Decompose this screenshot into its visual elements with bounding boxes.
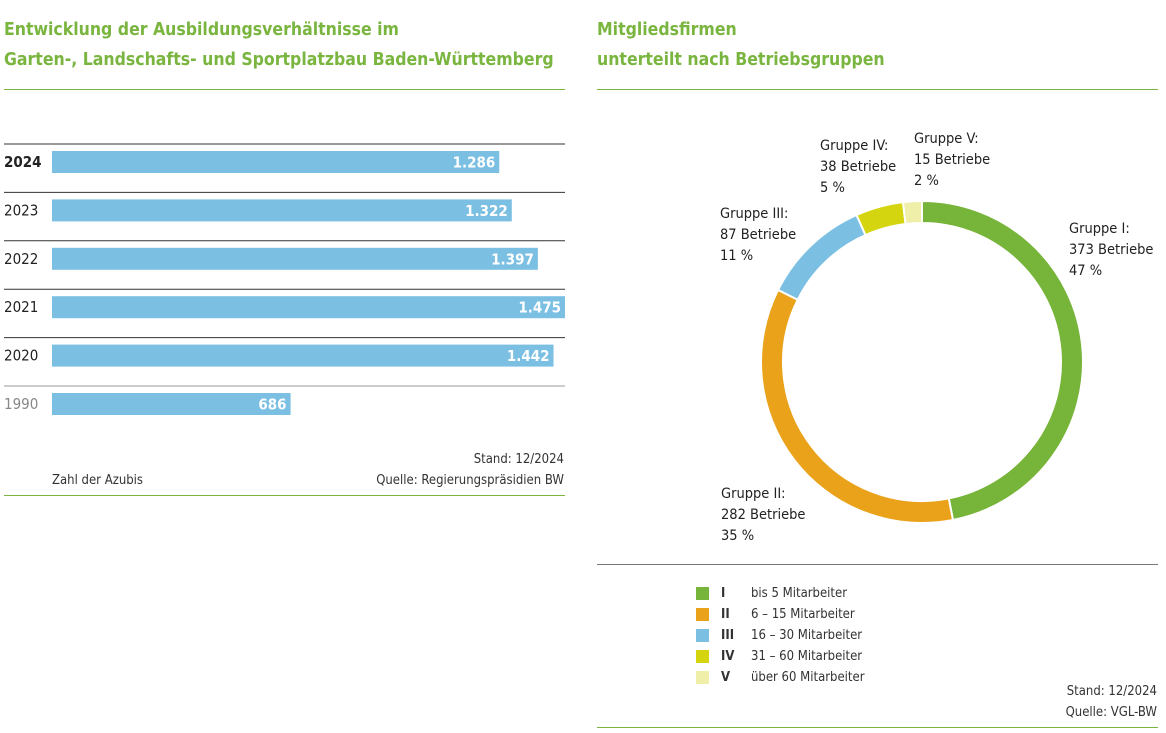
- category-label-2024: 2024: [4, 153, 42, 171]
- left-stand: Stand: 12/2024: [473, 452, 564, 467]
- legend-item-III: III 16 – 30 Mitarbeiter: [696, 625, 865, 646]
- bar-2020: [52, 344, 554, 367]
- slice-I: [921, 199, 1084, 522]
- legend-label: über 60 Mitarbeiter: [751, 670, 865, 685]
- bar-2023: [52, 199, 512, 222]
- left-title-line1: Entwicklung der Ausbildungsverhältnisse …: [4, 20, 399, 40]
- legend-label: 31 – 60 Mitarbeiter: [751, 649, 863, 664]
- slice-label-I: Gruppe I: 373 Betriebe 47 %: [1069, 221, 1153, 279]
- legend-swatch: [696, 650, 709, 663]
- left-source: Quelle: Regierungspräsidien BW: [376, 473, 564, 488]
- slice-label-IV: Gruppe IV: 38 Betriebe 5 %: [820, 138, 896, 196]
- donut-chart: Gruppe I: 373 Betriebe 47 % Gruppe II: 282 B…: [720, 131, 1153, 544]
- bar-value-2024: 1.286: [453, 154, 496, 172]
- bar-value-2021: 1.475: [518, 299, 561, 317]
- right-title-line2: unterteilt nach Betriebsgruppen: [597, 50, 885, 70]
- right-stand: Stand: 12/2024: [1066, 684, 1157, 699]
- bar-value-2022: 1.397: [491, 250, 534, 268]
- right-chart-title: Mitgliedsfirmen unterteilt nach Betriebs…: [597, 15, 885, 75]
- legend-item-II: II 6 – 15 Mitarbeiter: [696, 604, 865, 625]
- left-chart-title: Entwicklung der Ausbildungsverhältnisse …: [4, 15, 554, 75]
- slice-IV: [855, 201, 907, 237]
- bar-chart: 1.286 2024 1.322 2023 1.397 2022 1.475 2021 1.44…: [4, 143, 565, 415]
- legend-swatch: [696, 629, 709, 642]
- legend-group-id: V: [721, 670, 731, 685]
- legend-swatch: [696, 608, 709, 621]
- bar-value-1990: 686: [258, 396, 286, 414]
- bar-2022: [52, 247, 538, 270]
- legend-group-id: IV: [721, 649, 735, 664]
- left-title-line2: Garten-, Landschafts- und Sportplatzbau …: [4, 50, 554, 70]
- legend-label: 6 – 15 Mitarbeiter: [751, 607, 855, 622]
- bar-value-2023: 1.322: [465, 202, 508, 220]
- bar-2021: [52, 296, 565, 319]
- legend-group-id: I: [721, 586, 726, 601]
- category-label-2023: 2023: [4, 201, 38, 219]
- legend-swatch: [696, 671, 709, 684]
- category-label-2020: 2020: [4, 347, 38, 365]
- slice-V: [901, 199, 923, 226]
- slice-II: [760, 288, 955, 524]
- left-bottom-divider: [4, 495, 565, 496]
- right-bottom-divider: [597, 727, 1158, 728]
- legend-group-id: II: [721, 607, 730, 622]
- right-source: Quelle: VGL-BW: [1065, 705, 1157, 720]
- category-label-2021: 2021: [4, 298, 38, 316]
- legend-swatch: [696, 587, 709, 600]
- slice-label-III: Gruppe III: 87 Betriebe 11 %: [720, 206, 796, 264]
- bar-1990: [52, 393, 291, 415]
- legend-divider: [597, 564, 1158, 565]
- legend-group-id: III: [721, 628, 735, 643]
- left-title-divider: [4, 89, 565, 90]
- slice-label-V: Gruppe V: 15 Betriebe 2 %: [914, 131, 990, 189]
- legend-label: 16 – 30 Mitarbeiter: [751, 628, 863, 643]
- legend-label: bis 5 Mitarbeiter: [751, 586, 847, 601]
- right-title-line1: Mitgliedsfirmen: [597, 20, 737, 40]
- bar-value-2020: 1.442: [507, 347, 550, 365]
- slice-label-II: Gruppe II: 282 Betriebe 35 %: [721, 486, 805, 544]
- bar-2024: [52, 151, 500, 173]
- category-label-1990: 1990: [4, 395, 38, 413]
- right-title-divider: [597, 89, 1158, 90]
- legend-item-IV: IV 31 – 60 Mitarbeiter: [696, 646, 865, 667]
- category-label-2022: 2022: [4, 250, 38, 268]
- x-axis-label: Zahl der Azubis: [52, 473, 144, 488]
